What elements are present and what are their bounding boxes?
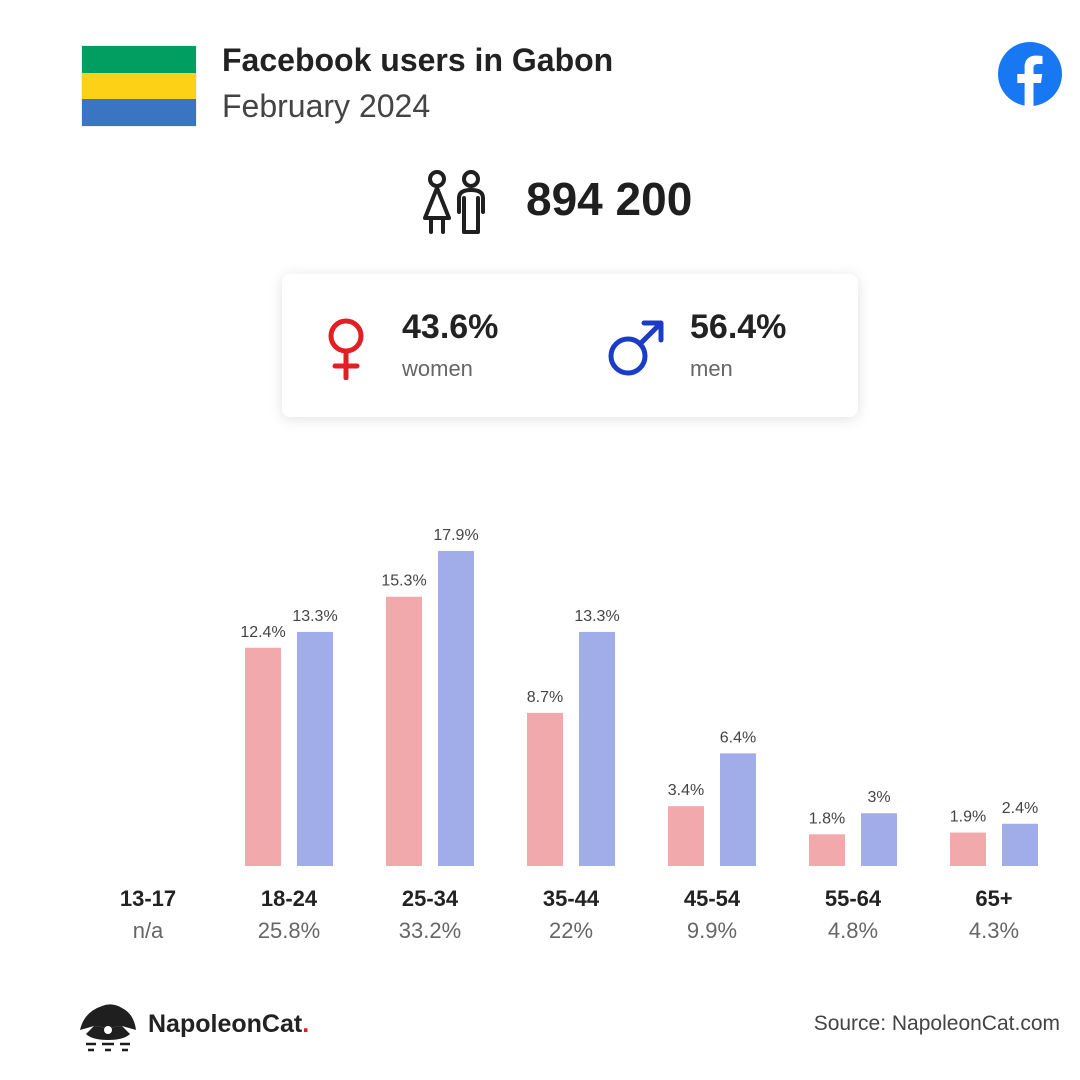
bar-men-45-54 (720, 753, 756, 866)
bar-women-35-44 (527, 712, 563, 866)
data-label-men-55-64: 3% (867, 789, 890, 806)
bar-women-25-34 (386, 596, 422, 866)
women-label: women (402, 356, 473, 381)
category-label-25-34: 25-34 (402, 886, 459, 911)
category-label-13-17: 13-17 (120, 886, 176, 911)
facebook-icon (998, 42, 1062, 106)
data-label-men-35-44: 13.3% (574, 608, 619, 625)
bar-men-35-44 (579, 631, 615, 866)
brand-name-text: NapoleonCat (148, 1010, 303, 1038)
bar-men-18-24 (297, 631, 333, 866)
men-percent: 56.4% (690, 308, 787, 346)
data-label-women-25-34: 15.3% (381, 573, 426, 590)
category-total-55-64: 4.8% (828, 918, 878, 943)
users-icon (423, 170, 485, 234)
brand-name: NapoleonCat. (148, 1010, 309, 1039)
category-label-55-64: 55-64 (825, 886, 882, 911)
category-label-45-54: 45-54 (684, 886, 741, 911)
gender-card: 43.6% women 56.4% men (282, 274, 858, 417)
data-label-women-45-54: 3.4% (668, 782, 704, 799)
male-symbol-icon (608, 320, 664, 376)
total-users: 894 200 (526, 173, 693, 225)
category-label-35-44: 35-44 (543, 886, 600, 911)
bar-women-55-64 (809, 834, 845, 866)
data-label-women-65+: 1.9% (950, 809, 986, 826)
category-label-18-24: 18-24 (261, 886, 318, 911)
data-label-men-25-34: 17.9% (433, 527, 478, 544)
men-label: men (690, 356, 733, 381)
category-total-18-24: 25.8% (258, 918, 320, 943)
bar-women-45-54 (668, 806, 704, 866)
data-label-women-35-44: 8.7% (527, 689, 563, 706)
female-symbol-icon (328, 318, 364, 380)
flag-stripe-green (82, 46, 196, 73)
data-label-men-18-24: 13.3% (292, 608, 337, 625)
source-text: Source: NapoleonCat.com (813, 1012, 1060, 1035)
page-title: Facebook users in Gabon (222, 42, 614, 78)
category-total-45-54: 9.9% (687, 918, 737, 943)
flag-stripe-blue (82, 99, 196, 127)
data-label-women-18-24: 12.4% (240, 624, 285, 641)
brand-dot: . (302, 1010, 310, 1038)
bar-men-25-34 (438, 550, 474, 866)
category-total-25-34: 33.2% (399, 918, 461, 943)
bar-women-18-24 (245, 647, 281, 866)
bar-men-65+ (1002, 823, 1038, 866)
category-total-13-17: n/a (133, 918, 164, 943)
gabon-flag (82, 46, 196, 127)
bar-women-65+ (950, 832, 986, 866)
data-label-men-65+: 2.4% (1002, 800, 1038, 817)
bar-men-55-64 (861, 813, 897, 866)
napoleoncat-logo-icon (80, 1004, 136, 1052)
data-label-men-45-54: 6.4% (720, 729, 756, 746)
page-subtitle: February 2024 (222, 88, 431, 124)
age-gender-bar-chart: 13-17 n/a 12.4% 13.3% 18-24 25.8% 15.3% 17.9% 25… (120, 527, 1038, 943)
category-label-65+: 65+ (975, 886, 1012, 911)
category-total-65+: 4.3% (969, 918, 1019, 943)
flag-stripe-yellow (82, 72, 196, 100)
data-label-women-55-64: 1.8% (809, 810, 845, 827)
women-percent: 43.6% (402, 308, 499, 346)
category-total-35-44: 22% (549, 918, 593, 943)
